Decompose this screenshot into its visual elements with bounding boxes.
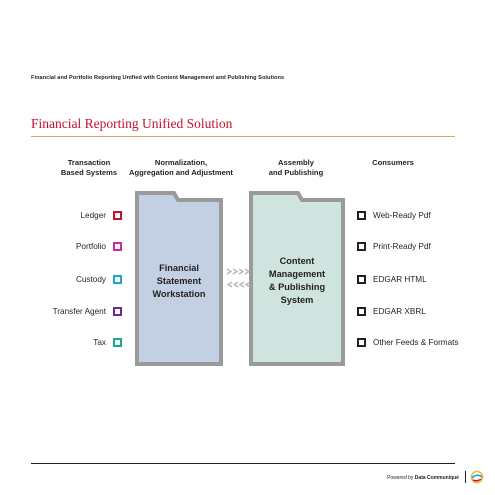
column-heading-normalization: Normalization, Aggregation and Adjustmen… <box>129 158 233 178</box>
connector-icon-inner <box>359 244 364 249</box>
workstation-label-line: Financial <box>159 263 199 273</box>
connector-icon-inner <box>115 244 120 249</box>
connector-icon-inner <box>359 213 364 218</box>
web-ready-pdf-connector-icon <box>357 211 366 220</box>
connector-icon-inner <box>359 309 364 314</box>
source-label-ledger: Ledger <box>80 211 107 220</box>
column-heading-consumers: Consumers <box>372 158 414 168</box>
brand-name: Data Communiqué <box>414 475 459 481</box>
tax-connector-icon <box>113 338 122 347</box>
column-heading-line: Normalization, <box>154 158 208 167</box>
connector-icon-inner <box>115 340 120 345</box>
page-title: Financial Reporting Unified Solution <box>31 116 233 131</box>
brand-logo-swoosh <box>471 474 483 479</box>
source-label-custody: Custody <box>75 275 106 284</box>
publishing-folder-shape <box>249 191 345 366</box>
publishing-box <box>249 191 345 366</box>
other-feeds-connector-icon <box>357 338 366 347</box>
custody-connector-icon <box>113 275 122 284</box>
consumer-label-edgar-html: EDGAR HTML <box>373 275 427 284</box>
column-heading-line: Based Systems <box>60 168 118 177</box>
transfer-agent-connector-icon <box>113 307 122 316</box>
connector-icon-inner <box>359 340 364 345</box>
connector-icon-inner <box>359 277 364 282</box>
publishing-label-line: Content <box>279 256 315 266</box>
workstation-label-line: Workstation <box>152 289 206 299</box>
connector-icon-inner <box>115 277 120 282</box>
consumer-label-print-ready-pdf: Print-Ready Pdf <box>373 242 431 251</box>
arrow-right-icon <box>226 268 251 275</box>
source-label-transfer-agent: Transfer Agent <box>52 307 106 316</box>
consumer-label-edgar-xbrl: EDGAR XBRL <box>373 307 426 316</box>
column-heading-assembly: Assembly and Publishing <box>269 158 323 178</box>
footer-rule <box>31 463 455 464</box>
source-label-tax: Tax <box>93 338 106 347</box>
column-heading-line: and Publishing <box>268 168 324 177</box>
workstation-folder-shape <box>135 191 223 366</box>
connector-icon-inner <box>115 213 120 218</box>
brand-logo-accent <box>472 478 482 482</box>
workstation-label-line: Statement <box>156 276 202 286</box>
ledger-connector-icon <box>113 211 122 220</box>
source-label-portfolio: Portfolio <box>75 242 106 251</box>
publishing-label-line: & Publishing <box>268 282 326 292</box>
column-heading-line: Consumers <box>372 158 414 167</box>
arrow-left-icon <box>226 281 251 288</box>
publishing-label-line: System <box>280 295 314 305</box>
column-heading-line: Transaction <box>67 158 111 167</box>
workstation-box <box>135 191 223 366</box>
flow-arrows <box>226 268 251 288</box>
footer-credit: Powered by Data Communiqué <box>387 475 459 481</box>
consumer-label-other-feeds-formats: Other Feeds & Formats <box>373 338 459 347</box>
workstation-label: Financial Statement Workstation <box>153 262 206 301</box>
portfolio-connector-icon <box>113 242 122 251</box>
publishing-label: Content Management & Publishing System <box>269 255 325 307</box>
connector-icon-inner <box>115 309 120 314</box>
column-heading-transaction-systems: Transaction Based Systems <box>61 158 117 178</box>
column-heading-line: Assembly <box>278 158 314 167</box>
column-heading-line: Aggregation and Adjustment <box>129 168 233 177</box>
footer-divider <box>465 471 466 483</box>
edgar-html-connector-icon <box>357 275 366 284</box>
brand-logo-icon <box>470 470 484 484</box>
header-text: Financial and Portfolio Reporting Unifie… <box>31 75 285 81</box>
publishing-label-line: Management <box>268 269 326 279</box>
title-rule <box>31 136 455 137</box>
edgar-xbrl-connector-icon <box>357 307 366 316</box>
brand-logo-ring <box>470 470 484 484</box>
powered-by-text: Powered by <box>387 475 414 481</box>
consumer-label-web-ready-pdf: Web-Ready Pdf <box>373 211 431 220</box>
print-ready-pdf-connector-icon <box>357 242 366 251</box>
